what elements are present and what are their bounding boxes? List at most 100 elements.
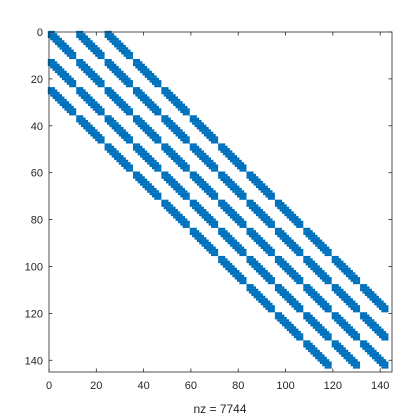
nonzero-run: [315, 272, 327, 275]
nonzero-run: [135, 94, 148, 97]
nonzero-run: [248, 234, 261, 238]
nonzero-run: [59, 75, 72, 78]
nonzero-run: [123, 166, 133, 170]
nonzero-run: [265, 251, 275, 254]
nonzero-run: [310, 267, 323, 271]
nonzero-run: [319, 277, 332, 280]
nonzero-run: [208, 251, 219, 254]
nonzero-run: [303, 230, 313, 233]
nonzero-run: [239, 225, 247, 228]
nonzero-run: [111, 70, 124, 74]
nonzero-run: [123, 110, 133, 114]
nonzero-run: [189, 143, 197, 146]
nonzero-run: [319, 361, 332, 364]
nonzero-run: [282, 323, 294, 327]
nonzero-run: [147, 77, 159, 81]
nonzero-run: [277, 234, 290, 238]
nonzero-run: [80, 124, 93, 128]
nonzero-run: [118, 77, 131, 81]
nonzero-run: [237, 194, 247, 198]
nonzero-run: [234, 277, 247, 280]
nonzero-run: [246, 258, 256, 261]
nonzero-run: [199, 157, 212, 160]
nonzero-run: [54, 42, 67, 46]
nonzero-run: [135, 122, 148, 125]
nonzero-run: [144, 131, 157, 135]
nonzero-run: [203, 134, 216, 137]
nonzero-run: [246, 204, 259, 207]
nonzero-run: [220, 150, 233, 153]
nonzero-run: [189, 227, 197, 231]
nonzero-run: [260, 190, 273, 193]
nonzero-run: [137, 180, 150, 184]
nonzero-run: [132, 176, 145, 179]
nonzero-run: [189, 202, 200, 205]
nonzero-run: [246, 199, 254, 203]
nonzero-run: [222, 265, 235, 268]
nonzero-run: [189, 199, 197, 203]
nonzero-run: [367, 323, 379, 327]
nonzero-run: [161, 87, 169, 90]
nonzero-run: [253, 239, 266, 243]
nonzero-run: [203, 218, 216, 221]
nonzero-run: [251, 293, 264, 296]
nonzero-run: [279, 321, 292, 325]
nonzero-run: [62, 49, 74, 53]
nonzero-run: [104, 87, 112, 90]
nonzero-run: [97, 84, 105, 88]
nonzero-run: [246, 173, 256, 177]
nonzero-run: [116, 159, 129, 163]
nonzero-run: [104, 91, 117, 95]
nonzero-run: [76, 89, 86, 92]
nonzero-run: [246, 202, 256, 205]
nonzero-run: [170, 157, 183, 160]
nonzero-run: [255, 185, 268, 189]
nonzero-run: [322, 335, 332, 339]
nonzero-run: [52, 68, 65, 71]
nonzero-run: [376, 333, 389, 336]
nonzero-run: [47, 63, 60, 67]
nonzero-run: [47, 58, 55, 62]
nonzero-run: [161, 176, 174, 179]
nonzero-run: [201, 216, 214, 219]
nonzero-run: [345, 330, 358, 334]
nonzero-run: [161, 143, 169, 146]
nonzero-run: [260, 274, 273, 278]
nonzero-run: [248, 291, 261, 294]
nonzero-run: [132, 91, 145, 95]
nonzero-run: [258, 244, 271, 247]
nonzero-run: [175, 105, 188, 109]
nonzero-run: [151, 82, 162, 85]
nonzero-run: [180, 166, 190, 170]
nonzero-run: [322, 251, 332, 254]
nonzero-run: [182, 112, 190, 116]
nonzero-run: [267, 281, 275, 285]
nonzero-run: [50, 37, 63, 41]
nonzero-run: [239, 253, 247, 257]
nonzero-run: [194, 237, 207, 240]
nonzero-run: [310, 352, 323, 355]
nonzero-run: [76, 87, 84, 90]
nonzero-run: [168, 211, 181, 214]
nonzero-run: [175, 190, 188, 193]
nonzero-run: [343, 300, 356, 303]
nonzero-run: [132, 145, 143, 149]
nonzero-run: [76, 33, 86, 36]
nonzero-run: [289, 274, 301, 278]
nonzero-run: [324, 309, 332, 313]
nonzero-run: [69, 112, 77, 116]
nonzero-run: [47, 91, 60, 95]
nonzero-run: [253, 267, 266, 271]
nonzero-run: [78, 94, 91, 97]
nonzero-run: [274, 286, 285, 289]
nonzero-run: [258, 272, 271, 275]
nonzero-run: [296, 309, 304, 313]
nonzero-run: [125, 56, 133, 60]
nonzero-run: [194, 152, 207, 156]
nonzero-run: [125, 112, 133, 116]
nonzero-run: [239, 281, 247, 285]
nonzero-run: [106, 122, 119, 125]
nonzero-run: [341, 326, 353, 329]
nonzero-run: [296, 338, 304, 341]
nonzero-run: [227, 270, 240, 273]
